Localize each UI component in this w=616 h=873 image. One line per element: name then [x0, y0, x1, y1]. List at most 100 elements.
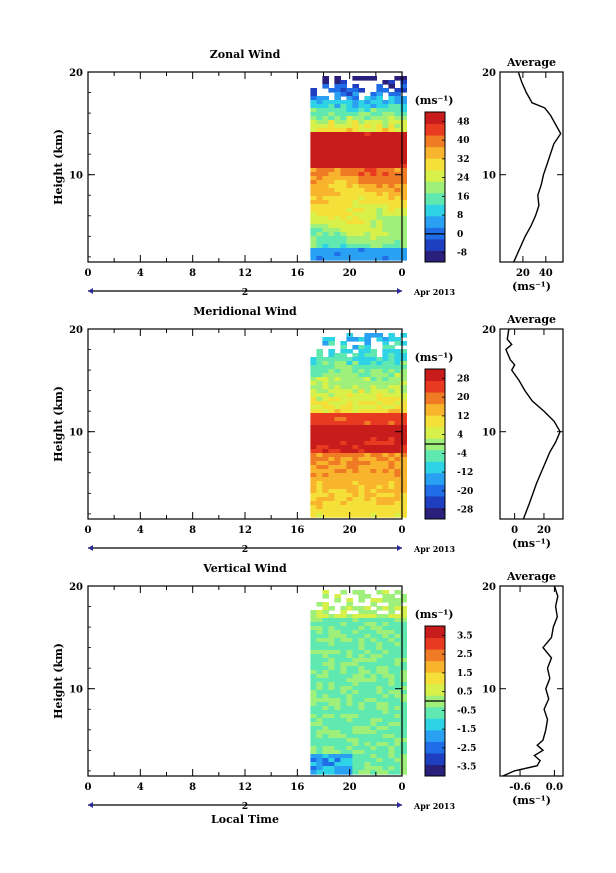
- heatmap-cell: [316, 477, 323, 482]
- heatmap-cell: [328, 188, 335, 193]
- heatmap-cell: [370, 738, 377, 743]
- heatmap-cell: [346, 228, 353, 233]
- heatmap-cell: [316, 662, 323, 667]
- heatmap-cell: [370, 156, 377, 161]
- heatmap-cell: [382, 489, 389, 494]
- heatmap-cell: [394, 76, 401, 81]
- heatmap-cell: [340, 501, 347, 506]
- heatmap-cell: [346, 369, 353, 374]
- heatmap-cell: [382, 128, 389, 133]
- heatmap-cell: [334, 742, 341, 747]
- colorbar-swatch: [425, 729, 445, 742]
- heatmap-cell: [394, 726, 401, 731]
- heatmap-cell: [370, 212, 377, 217]
- colorbar-tick-label: -1.5: [457, 725, 476, 735]
- heatmap-cell: [328, 702, 335, 707]
- heatmap-cell: [328, 248, 335, 253]
- heatmap-cell: [394, 116, 401, 121]
- heatmap-cell: [388, 232, 395, 237]
- heatmap-cell: [364, 108, 371, 113]
- heatmap-cell: [358, 116, 365, 121]
- heatmap-cell: [400, 361, 407, 366]
- heatmap-cell: [376, 465, 383, 470]
- heatmap-cell: [310, 429, 317, 434]
- heatmap-cell: [322, 453, 329, 458]
- x-tick-label: 8: [189, 268, 196, 279]
- heatmap-cell: [388, 132, 395, 137]
- heatmap-cell: [316, 634, 323, 639]
- heatmap-cell: [310, 738, 317, 743]
- heatmap-cell: [310, 172, 317, 177]
- heatmap-cell: [358, 184, 365, 189]
- heatmap-cell: [316, 754, 323, 759]
- heatmap-cell: [328, 204, 335, 209]
- heatmap-cell: [322, 437, 329, 442]
- heatmap-cell: [310, 365, 317, 370]
- heatmap-cell: [322, 445, 329, 450]
- heatmap-cell: [382, 120, 389, 125]
- heatmap-cell: [400, 96, 407, 101]
- heatmap-cell: [376, 172, 383, 177]
- heatmap-cell: [376, 409, 383, 414]
- heatmap-cell: [376, 650, 383, 655]
- heatmap-cell: [340, 758, 347, 763]
- heatmap-cell: [370, 598, 377, 603]
- heatmap-cell: [358, 216, 365, 221]
- heatmap-cell: [352, 690, 359, 695]
- colorbar-tick-label: 8: [457, 211, 463, 221]
- x-tick-label: 8: [189, 782, 196, 793]
- heatmap-cell: [322, 248, 329, 253]
- heatmap-cell: [346, 706, 353, 711]
- colorbar-tick-label: 0: [457, 230, 463, 240]
- heatmap-cell: [382, 690, 389, 695]
- heatmap-cell: [370, 666, 377, 671]
- heatmap-cell: [328, 469, 335, 474]
- colorbar-swatch: [425, 403, 445, 416]
- heatmap-cell: [346, 220, 353, 225]
- heatmap-cell: [382, 212, 389, 217]
- heatmap-cell: [388, 425, 395, 430]
- colorbar-swatch: [425, 192, 445, 205]
- heatmap-cell: [334, 750, 341, 755]
- heatmap-cell: [346, 124, 353, 129]
- colorbar-tick-label: 24: [457, 174, 470, 184]
- heatmap-cell: [388, 449, 395, 454]
- heatmap-cell: [400, 168, 407, 173]
- heatmap-cell: [364, 393, 371, 398]
- heatmap-cell: [346, 445, 353, 450]
- colorbar-swatch: [425, 752, 445, 765]
- heatmap-cell: [328, 770, 335, 775]
- heatmap-cell: [400, 758, 407, 763]
- heatmap-cell: [382, 256, 389, 261]
- heatmap-cell: [310, 92, 317, 97]
- heatmap-cell: [346, 666, 353, 671]
- heatmap-cell: [310, 188, 317, 193]
- heatmap-cell: [388, 333, 395, 338]
- heatmap-cell: [310, 762, 317, 767]
- heatmap-cell: [376, 381, 383, 386]
- heatmap-cell: [310, 220, 317, 225]
- heatmap-cell: [394, 144, 401, 149]
- average-y-tick-label: 10: [482, 428, 496, 439]
- heatmap-cell: [328, 666, 335, 671]
- heatmap-cell: [346, 509, 353, 514]
- heatmap-cell: [310, 630, 317, 635]
- heatmap-cell: [322, 124, 329, 129]
- heatmap-cell: [388, 678, 395, 683]
- heatmap-cell: [352, 357, 359, 362]
- heatmap-cell: [370, 638, 377, 643]
- heatmap-cell: [364, 180, 371, 185]
- average-x-tick-label: -0.6: [509, 782, 531, 793]
- heatmap-cell: [370, 437, 377, 442]
- heatmap-cell: [322, 481, 329, 486]
- heatmap-cell: [394, 493, 401, 498]
- heatmap-cell: [328, 377, 335, 382]
- heatmap-cell: [340, 493, 347, 498]
- heatmap-cell: [358, 674, 365, 679]
- heatmap-cell: [340, 714, 347, 719]
- heatmap-cell: [388, 654, 395, 659]
- heatmap-cell: [316, 425, 323, 430]
- heatmap-cell: [400, 694, 407, 699]
- heatmap-cell: [376, 766, 383, 771]
- heatmap-cell: [376, 702, 383, 707]
